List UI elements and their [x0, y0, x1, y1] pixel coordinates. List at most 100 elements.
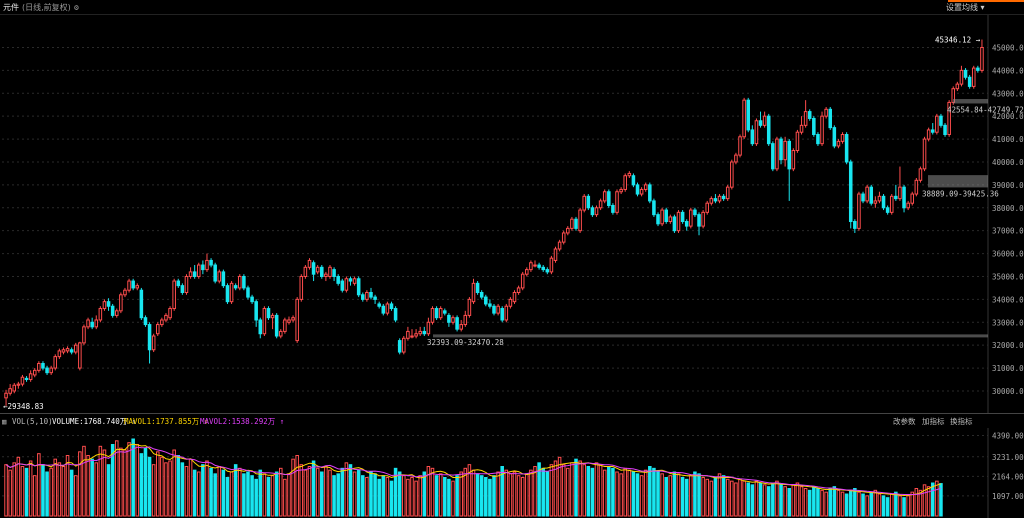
volume-bar [438, 473, 443, 517]
candle-up [196, 264, 201, 277]
volume-bar [795, 482, 800, 517]
candle-down [24, 377, 29, 381]
volume-bar [32, 475, 37, 517]
volume-bar [373, 473, 377, 517]
volume-bar [533, 466, 537, 517]
candle-down [828, 108, 833, 129]
volume-bar [430, 467, 435, 517]
candle-up [857, 193, 861, 229]
volume-bar [668, 475, 673, 517]
candle-down [697, 214, 701, 227]
volume-bar [684, 478, 689, 517]
volume-bar [340, 467, 345, 517]
candle-up [418, 330, 422, 335]
volume-bar [381, 475, 386, 517]
candle-up [639, 188, 644, 195]
volume-bar [188, 458, 193, 517]
volume-bar [504, 469, 509, 517]
candle-up [836, 140, 841, 147]
candle-up [898, 186, 902, 200]
gear-icon[interactable]: ⚙ [74, 3, 79, 12]
candle-down [881, 195, 886, 209]
change-indicator-button[interactable]: 换指标 [950, 417, 973, 426]
volume-bar [865, 495, 869, 517]
volume-chart[interactable]: 1097.00 2164.00 3231.00 4390.00 [0, 428, 1024, 518]
candle-up [32, 369, 37, 376]
volume-bar [242, 473, 246, 517]
candle-up [127, 280, 131, 291]
candle-down [541, 266, 545, 271]
volume-bar [53, 458, 58, 517]
candle-down [894, 195, 898, 200]
volume-bar [848, 489, 853, 517]
volume-bar [779, 484, 783, 517]
candle-up [525, 269, 529, 275]
volume-bar [471, 469, 476, 517]
edit-params-button[interactable]: 改参数 [893, 417, 916, 426]
y-tick-label: 37000.00 [992, 227, 1024, 236]
volume-bar [853, 488, 857, 517]
volume-bar [775, 480, 779, 517]
candle-down [488, 303, 492, 307]
y-tick-label: 40000.00 [992, 158, 1024, 167]
candle-up [279, 330, 283, 337]
volume-bar [119, 447, 123, 517]
volume-bar [114, 440, 119, 517]
volume-bar [369, 471, 373, 517]
volume-bar [110, 444, 115, 517]
accent-bar [948, 0, 1024, 2]
volume-bar [590, 467, 595, 517]
candle-down [180, 285, 185, 294]
candle-up [385, 303, 390, 314]
volume-bar [196, 471, 201, 517]
volume-bar [918, 489, 923, 517]
y-tick-label: 36000.00 [992, 250, 1024, 259]
candle-up [578, 209, 582, 232]
volume-bar [619, 473, 623, 517]
volume-bar [549, 464, 554, 517]
candle-up [754, 120, 759, 145]
volume-bar [217, 466, 222, 517]
volume-bar [229, 471, 234, 517]
candle-down [635, 184, 640, 195]
price-chart[interactable]: 30000.00 31000.00 32000.00 33000.00 34000.00… [0, 15, 1024, 413]
candle-up [557, 241, 562, 250]
volume-bar [155, 451, 160, 517]
candle-down [930, 129, 935, 133]
volume-bar [106, 464, 111, 517]
candle-up [570, 218, 574, 229]
volume-bar [705, 478, 709, 517]
set-moving-average-button[interactable]: 设置均线 ▾ [946, 3, 985, 13]
candle-down [648, 184, 652, 202]
volume-bar [602, 469, 607, 517]
volume-bar [914, 488, 919, 517]
candle-down [832, 127, 837, 147]
volume-bar [135, 444, 140, 517]
candle-up [668, 216, 673, 223]
add-indicator-button[interactable]: 加指标 [922, 417, 945, 426]
candle-up [78, 342, 82, 369]
volume-bar [631, 471, 636, 517]
volume-bar [447, 478, 451, 517]
candle-up [168, 308, 172, 319]
candle-down [976, 67, 980, 71]
candle-up [184, 275, 189, 294]
volume-bar [475, 473, 480, 517]
candle-up [889, 195, 894, 213]
volume-bar [697, 473, 701, 517]
volume-bar [787, 488, 792, 517]
low-price-label: ←29348.83 [3, 402, 44, 411]
volume-bar [69, 469, 74, 517]
candle-up [533, 264, 537, 267]
volume-bar [812, 486, 816, 517]
candle-up [438, 308, 443, 319]
candle-up [676, 211, 681, 232]
candle-down [693, 209, 697, 216]
candle-down [631, 175, 636, 186]
candle-down [381, 305, 386, 314]
candle-up [594, 207, 599, 216]
volume-bar [274, 471, 279, 517]
candle-up [414, 333, 418, 337]
grid-icon[interactable]: ▦ [2, 417, 7, 426]
candle-down [787, 140, 792, 170]
